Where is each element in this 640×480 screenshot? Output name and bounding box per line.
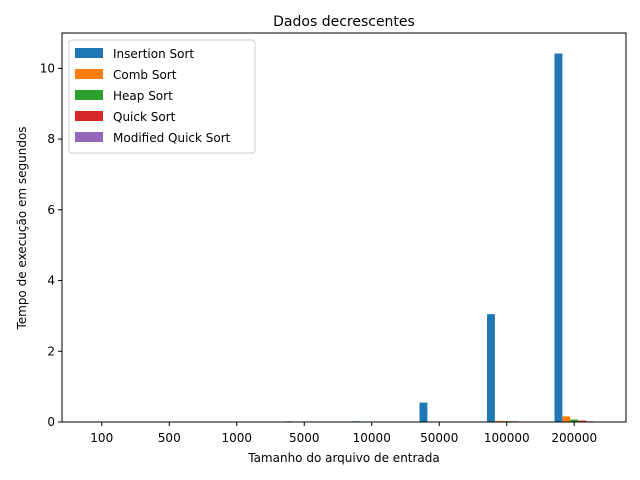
y-tick-label: 0 xyxy=(47,415,55,429)
legend-label: Heap Sort xyxy=(113,89,173,103)
legend-label: Comb Sort xyxy=(113,68,177,82)
legend-label: Quick Sort xyxy=(113,110,176,124)
legend-swatch xyxy=(75,90,103,100)
plot-frame xyxy=(61,32,627,423)
bar-insertion-sort-200000 xyxy=(554,53,563,422)
bar-quick-sort-200000 xyxy=(578,420,587,422)
y-axis-title: Tempo de execução em segundos xyxy=(15,126,29,330)
x-tick-label: 50000 xyxy=(420,431,458,445)
legend-swatch xyxy=(75,132,103,142)
x-tick-label: 500 xyxy=(158,431,181,445)
bar-comb-sort-200000 xyxy=(562,416,571,422)
y-tick-label: 10 xyxy=(40,61,55,75)
legend-box xyxy=(68,39,256,154)
x-axis-title: Tamanho do arquivo de entrada xyxy=(247,451,440,465)
chart-title: Dados decrescentes xyxy=(273,14,415,30)
x-axis: 100 500 1000 5000 10000 50000 100000 200000 xyxy=(90,422,597,445)
x-tick-label: 100000 xyxy=(484,431,530,445)
x-tick-label: 200000 xyxy=(551,431,597,445)
legend-swatch xyxy=(75,111,103,121)
y-tick-label: 8 xyxy=(47,132,55,146)
bar-heap-sort-200000 xyxy=(570,419,579,422)
y-axis: 0 2 4 6 8 10 xyxy=(40,61,62,429)
legend-swatch xyxy=(75,48,103,58)
legend-label: Insertion Sort xyxy=(113,47,194,61)
legend-swatch xyxy=(75,69,103,79)
legend: Insertion Sort Comb Sort Heap Sort Quick So… xyxy=(68,39,256,154)
x-tick-label: 1000 xyxy=(221,431,252,445)
y-tick-label: 6 xyxy=(47,203,55,217)
y-tick-label: 4 xyxy=(47,274,55,288)
bar-insertion-sort-100000 xyxy=(487,314,495,422)
bar-comb-sort-100000 xyxy=(494,420,503,422)
x-tick-label: 100 xyxy=(90,431,113,445)
x-tick-label: 5000 xyxy=(289,431,320,445)
y-tick-label: 2 xyxy=(47,344,55,358)
bar-insertion-sort-50000 xyxy=(419,402,428,422)
legend-label: Modified Quick Sort xyxy=(113,131,231,145)
x-tick-label: 10000 xyxy=(353,431,391,445)
